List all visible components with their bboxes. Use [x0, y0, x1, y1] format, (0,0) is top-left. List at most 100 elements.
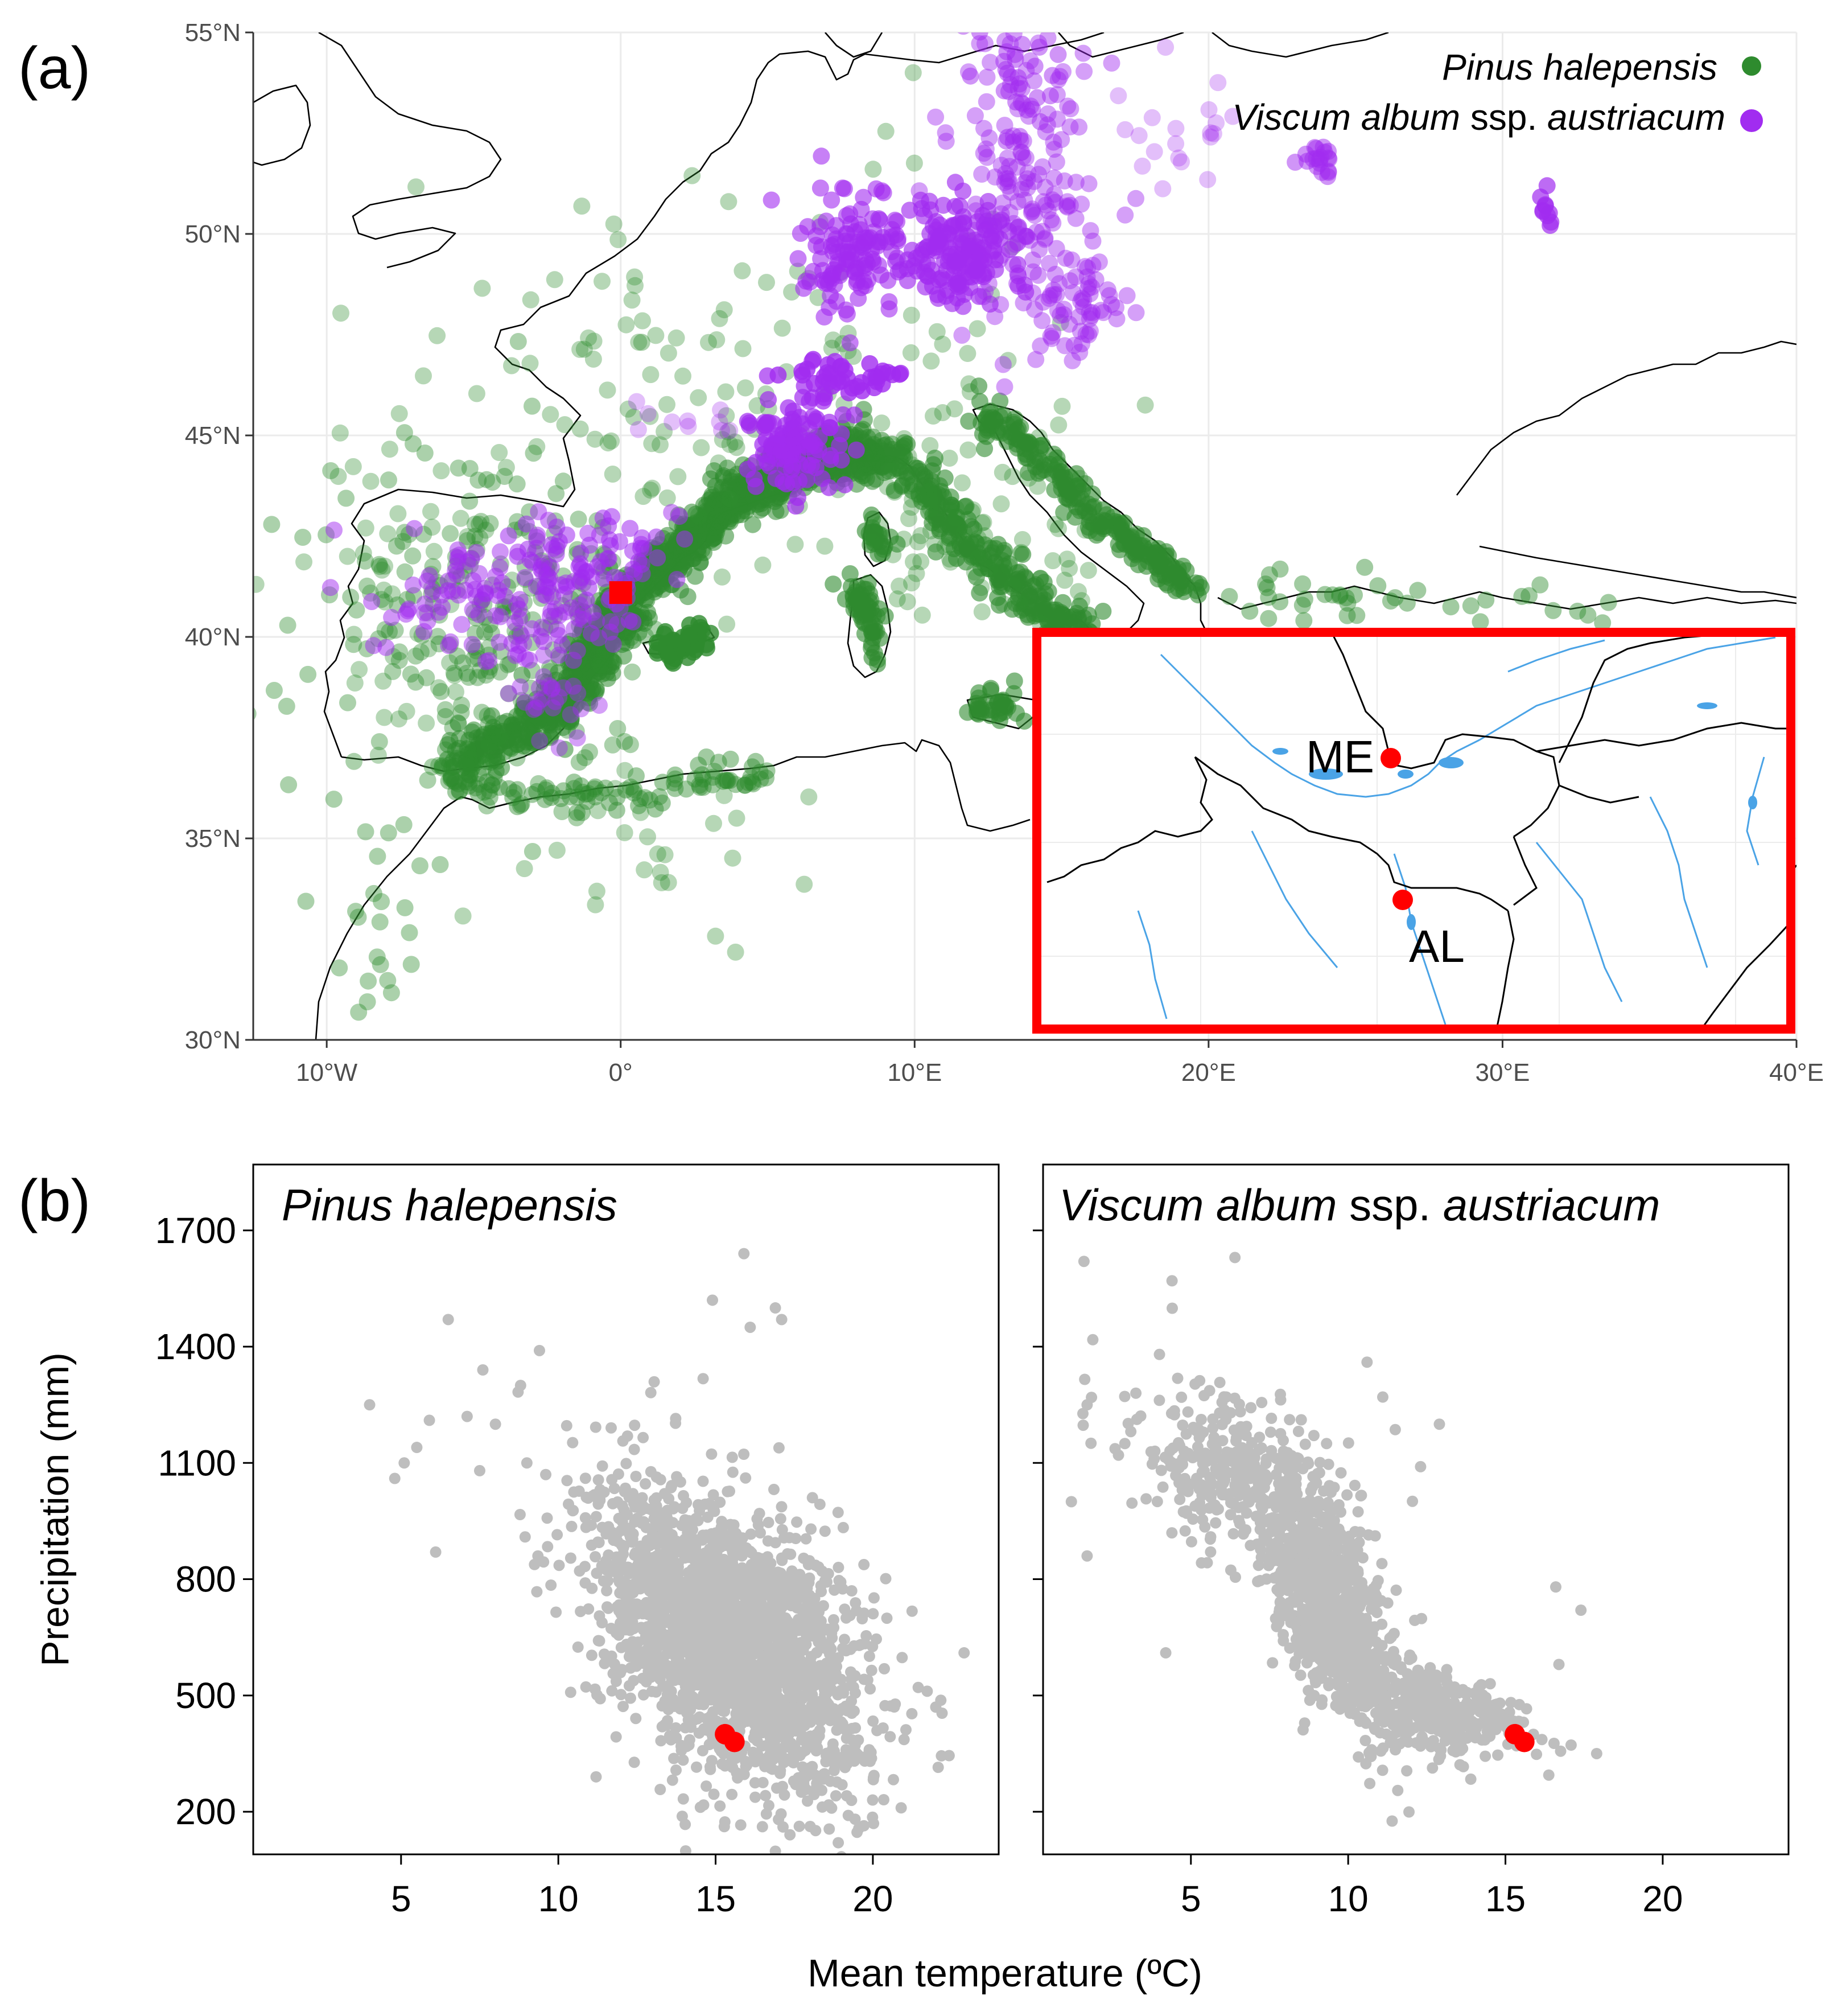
- occurrence-point: [524, 843, 541, 860]
- occurrence-point: [668, 571, 686, 589]
- occurrence-point: [922, 522, 940, 540]
- map-panel: ME AL Pinus halepensis Viscum album ssp.…: [185, 19, 1824, 1087]
- occurrence-point: [962, 237, 980, 255]
- data-point: [545, 1579, 557, 1591]
- occurrence-point: [339, 548, 356, 565]
- occurrence-point: [236, 738, 253, 755]
- occurrence-point: [1221, 588, 1238, 605]
- data-point: [842, 1809, 854, 1821]
- occurrence-point: [1007, 595, 1024, 612]
- occurrence-point: [1048, 153, 1065, 171]
- occurrence-point: [568, 788, 586, 806]
- occurrence-point: [381, 623, 398, 640]
- occurrence-point: [975, 239, 992, 257]
- occurrence-point: [685, 516, 703, 533]
- occurrence-point: [648, 528, 665, 546]
- coastline-baltic: [1212, 32, 1389, 58]
- occurrence-point: [390, 405, 408, 422]
- legend: Pinus halepensis Viscum album ssp. austr…: [1232, 47, 1763, 138]
- occurrence-point: [976, 283, 994, 301]
- occurrence-point: [796, 875, 813, 893]
- occurrence-point: [570, 754, 588, 771]
- occurrence-point: [377, 639, 395, 656]
- occurrence-point: [739, 774, 757, 791]
- occurrence-point: [836, 476, 854, 493]
- occurrence-point: [556, 416, 574, 434]
- occurrence-point: [847, 441, 865, 459]
- occurrence-point: [1017, 149, 1035, 167]
- data-point: [840, 1790, 852, 1802]
- occurrence-point: [1594, 614, 1612, 632]
- occurrence-point: [446, 666, 463, 684]
- occurrence-point: [466, 515, 484, 533]
- occurrence-point: [1014, 546, 1032, 563]
- occurrence-point: [967, 202, 984, 220]
- occurrence-point: [559, 721, 576, 739]
- occurrence-point: [821, 419, 838, 437]
- inset-borders: [1046, 632, 1791, 1029]
- occurrence-point: [1332, 586, 1349, 604]
- occurrence-point: [1019, 164, 1037, 182]
- occurrence-point: [1032, 337, 1049, 355]
- occurrence-point: [1052, 307, 1069, 324]
- data-point: [691, 1761, 702, 1773]
- data-point: [749, 1777, 761, 1789]
- occurrence-point: [1477, 591, 1495, 609]
- occurrence-point: [952, 234, 970, 252]
- data-point: [850, 1597, 862, 1609]
- occurrence-point: [1028, 223, 1045, 241]
- data-point: [722, 1486, 734, 1497]
- occurrence-point: [1127, 304, 1145, 322]
- occurrence-point: [1070, 308, 1088, 326]
- occurrence-point: [609, 720, 627, 737]
- occurrence-point: [987, 540, 1004, 557]
- occurrence-point: [509, 798, 526, 816]
- occurrence-point: [841, 565, 859, 582]
- occurrence-point: [516, 860, 533, 878]
- river-trib-5: [1137, 910, 1168, 1019]
- occurrence-point: [512, 797, 529, 814]
- occurrence-point: [516, 703, 533, 721]
- occurrence-point: [992, 157, 1010, 174]
- occurrence-point: [916, 207, 933, 225]
- occurrence-point: [1079, 280, 1097, 298]
- occurrence-point: [677, 780, 695, 798]
- occurrence-point: [496, 468, 513, 485]
- occurrence-point: [388, 537, 405, 555]
- occurrence-point: [754, 556, 772, 574]
- occurrence-point: [491, 559, 509, 577]
- occurrence-point: [484, 474, 501, 491]
- occurrence-point: [556, 740, 574, 758]
- data-point: [838, 1682, 850, 1694]
- occurrence-point: [959, 441, 977, 459]
- occurrence-point: [547, 485, 565, 503]
- occurrence-point: [589, 802, 607, 820]
- occurrence-point: [581, 743, 598, 761]
- occurrence-point: [1260, 610, 1278, 627]
- occurrence-point: [599, 381, 616, 399]
- occurrence-point: [1002, 183, 1020, 201]
- occurrence-point: [913, 606, 931, 624]
- occurrence-point: [383, 608, 401, 626]
- occurrence-point: [524, 397, 541, 415]
- occurrence-point: [420, 640, 438, 657]
- occurrence-point: [432, 462, 450, 480]
- occurrence-point: [1067, 209, 1085, 227]
- occurrence-point: [550, 607, 568, 624]
- occurrence-point: [360, 972, 377, 990]
- data-point: [791, 1516, 803, 1528]
- occurrence-point: [399, 602, 417, 620]
- data-point: [868, 1592, 880, 1604]
- occurrence-point: [533, 690, 551, 708]
- occurrence-point: [509, 781, 526, 799]
- occurrence-point: [736, 776, 753, 794]
- occurrence-point: [1034, 158, 1052, 176]
- occurrence-point: [477, 666, 495, 684]
- occurrence-point: [1029, 266, 1047, 284]
- occurrence-point: [793, 363, 811, 380]
- occurrence-point: [1071, 344, 1089, 361]
- occurrence-point: [995, 82, 1013, 100]
- occurrence-point: [582, 683, 600, 700]
- occurrence-point: [406, 520, 423, 537]
- occurrence-point: [1296, 590, 1313, 608]
